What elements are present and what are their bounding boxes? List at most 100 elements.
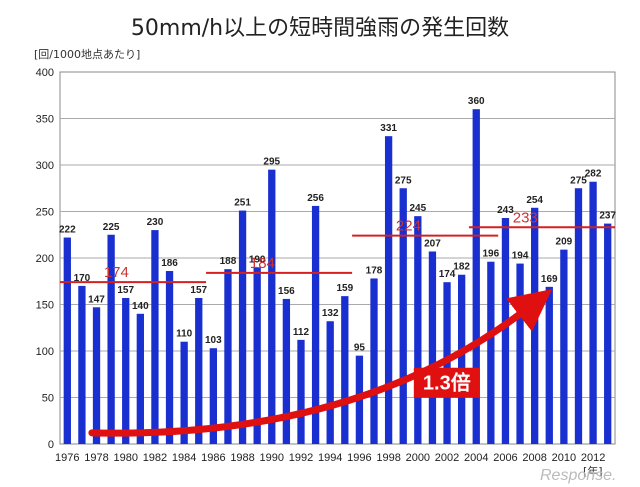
bar	[195, 297, 203, 444]
bar	[472, 109, 480, 444]
bar	[165, 271, 174, 444]
bar	[574, 188, 583, 444]
x-tick-label: 1980	[113, 452, 137, 464]
y-tick-label: 0	[48, 439, 54, 451]
watermark: Response.	[540, 467, 617, 484]
x-tick-label: 2008	[522, 452, 546, 464]
average-label: 184	[250, 255, 275, 272]
x-tick-label: 2010	[552, 452, 576, 464]
data-label: 103	[205, 335, 222, 346]
data-label: 194	[512, 251, 529, 262]
bar	[122, 297, 130, 444]
bar	[545, 286, 553, 444]
bar	[282, 298, 291, 444]
data-label: 110	[176, 329, 193, 340]
bar	[589, 181, 597, 445]
data-label: 170	[74, 273, 91, 284]
bar	[238, 210, 247, 444]
data-label: 140	[132, 301, 149, 312]
x-tick-label: 1978	[84, 452, 108, 464]
data-label: 331	[380, 123, 397, 134]
y-tick-label: 300	[36, 160, 54, 172]
data-label: 186	[161, 258, 178, 269]
data-label: 245	[409, 203, 426, 214]
data-label: 132	[322, 308, 339, 319]
data-label: 256	[307, 193, 324, 204]
data-label: 95	[354, 343, 366, 354]
y-tick-label: 350	[36, 114, 54, 126]
bar	[326, 321, 334, 444]
bar	[311, 205, 320, 444]
data-label: 169	[541, 274, 558, 285]
y-tick-label: 150	[36, 300, 54, 312]
ratio-annotation: 1.3倍	[413, 367, 480, 398]
bar	[341, 296, 349, 444]
average-label: 233	[513, 209, 538, 226]
average-lines: 174 184 224 233	[60, 209, 615, 284]
bar	[136, 313, 144, 444]
data-label: 209	[556, 237, 573, 248]
chart-title: 50mm/h以上の短時間強雨の発生回数	[130, 16, 510, 41]
average-label: 224	[396, 218, 421, 235]
bar	[297, 339, 305, 444]
data-label: 295	[263, 157, 280, 168]
data-label: 147	[88, 294, 105, 305]
ratio-box	[413, 367, 480, 398]
x-tick-label: 2004	[464, 452, 488, 464]
bar	[253, 267, 261, 444]
data-label: 156	[278, 286, 295, 297]
data-label: 251	[234, 198, 251, 209]
y-tick-label: 100	[36, 346, 54, 358]
x-axis-ticks: 1976 1978 1980 1982 1984 1986 1988 1990 1992 1994…	[55, 452, 605, 464]
bar	[516, 263, 524, 444]
bar	[268, 169, 276, 444]
data-label: 360	[468, 96, 485, 107]
data-label: 178	[366, 265, 383, 276]
data-label: 275	[570, 175, 587, 186]
bar	[151, 230, 159, 444]
average-label: 174	[104, 264, 129, 281]
bar	[224, 269, 232, 444]
bar	[180, 341, 188, 444]
bar	[399, 188, 407, 444]
data-label: 188	[220, 256, 237, 267]
bar	[457, 274, 466, 444]
data-label: 282	[585, 169, 602, 180]
x-tick-label: 1976	[55, 452, 79, 464]
bar	[63, 237, 71, 444]
y-tick-label: 50	[42, 393, 54, 405]
x-tick-label: 1988	[230, 452, 254, 464]
data-label: 157	[117, 285, 134, 296]
ratio-text: 1.3倍	[423, 371, 471, 395]
bar	[604, 223, 612, 444]
x-tick-label: 1984	[172, 452, 196, 464]
x-tick-label: 1996	[347, 452, 371, 464]
bar	[428, 251, 437, 444]
bar	[531, 207, 539, 444]
y-tick-label: 400	[36, 67, 54, 79]
bar	[370, 278, 378, 444]
trend-arrow	[88, 289, 553, 437]
data-label: 225	[103, 222, 120, 233]
x-tick-label: 2002	[435, 452, 459, 464]
x-tick-label: 1992	[289, 452, 313, 464]
data-label: 222	[59, 225, 76, 236]
data-label: 182	[453, 262, 470, 273]
data-label: 243	[497, 205, 514, 216]
bar	[78, 285, 86, 444]
y-axis-unit-label: [回/1000地点あたり]	[34, 48, 141, 61]
data-label: 159	[336, 283, 353, 294]
bar	[487, 261, 495, 444]
y-axis-ticks: 0 50 100 150 200 250 300 350 400	[36, 67, 54, 451]
trend-arrow-path	[88, 289, 553, 437]
data-label: 275	[395, 175, 412, 186]
data-label: 237	[599, 211, 616, 222]
data-label: 174	[439, 269, 456, 280]
bar	[209, 348, 218, 444]
data-label: 157	[190, 285, 207, 296]
data-label: 254	[526, 195, 543, 206]
bar	[560, 249, 568, 444]
x-tick-label: 1998	[376, 452, 400, 464]
x-tick-label: 1990	[260, 452, 284, 464]
